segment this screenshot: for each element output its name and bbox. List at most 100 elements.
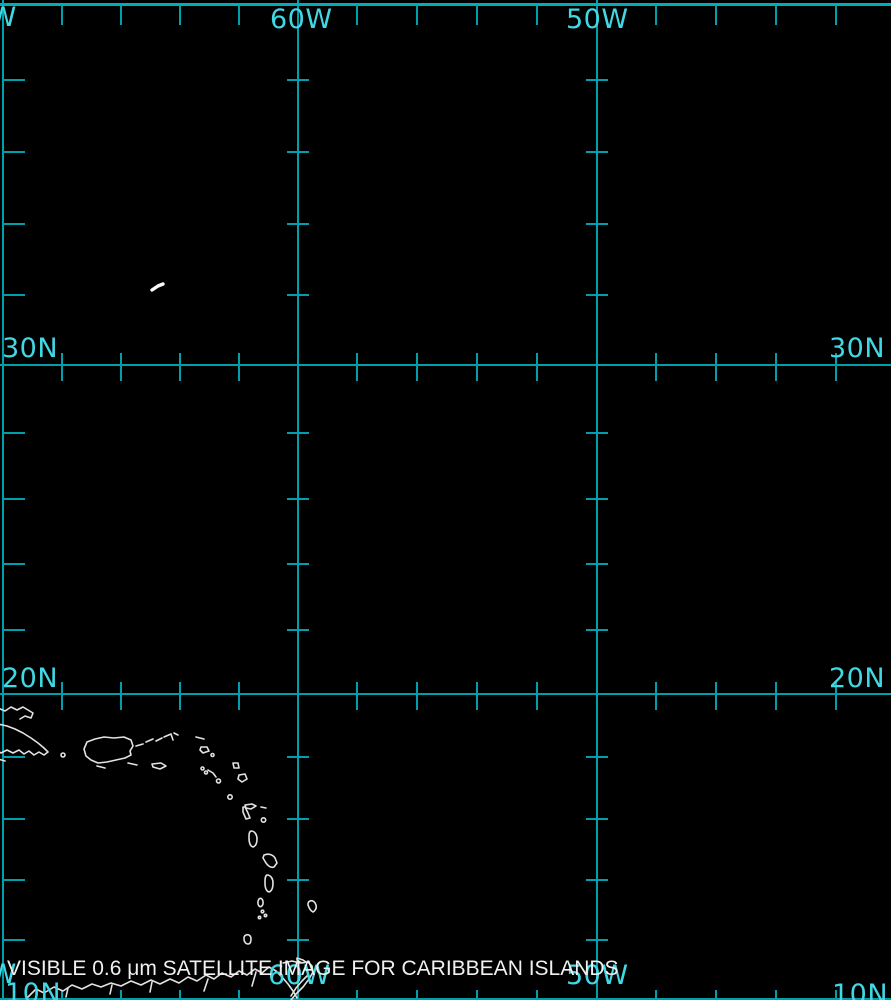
barbados-island	[307, 899, 318, 913]
lat-tick-1-1	[286, 151, 309, 153]
lon-tick-1-2	[178, 352, 181, 381]
statia-island	[203, 770, 209, 775]
lat-label-left-30N: 30N	[2, 333, 59, 364]
lon-label-bottom-0W: 0W	[0, 959, 17, 990]
lat-label-left-10N: 10N	[5, 978, 62, 1000]
lon-tick-2-6	[475, 682, 478, 710]
lat-label-right-10N: 10N	[832, 979, 889, 1000]
lon-tick-2-11	[834, 682, 837, 710]
lon-tick-0-4	[356, 4, 359, 25]
st-barth-island	[210, 752, 215, 758]
lon-tick-2-10	[774, 682, 777, 710]
lon-tick-3-5	[416, 990, 419, 1000]
lat-tick-2-6	[585, 563, 608, 565]
lat-tick-2-0	[585, 79, 608, 81]
lon-tick-1-7	[535, 352, 538, 381]
lon-tick-2-7	[535, 682, 538, 710]
lon-tick-0-8	[655, 4, 658, 25]
lat-tick-2-7	[585, 629, 608, 631]
lat-label-left-20N: 20N	[2, 663, 59, 694]
lon-label-bottom-50W: 50W	[566, 960, 629, 991]
bermuda-coast	[150, 282, 165, 292]
lat-tick-2-11	[585, 939, 608, 941]
caption-block: VISIBLE 0.6 μm SATELLITE IMAGE FOR CARIB…	[7, 913, 619, 1000]
lat-tick-1-8	[286, 756, 309, 758]
lat-label-right-20N: 20N	[829, 663, 886, 694]
lon-tick-3-4	[356, 990, 359, 1000]
parallel-line-0	[0, 3, 891, 6]
lon-tick-3-10	[774, 990, 777, 1000]
lon-tick-3-7	[535, 990, 538, 1000]
st-martin-island	[199, 746, 210, 754]
parallel-line-2	[0, 693, 891, 695]
lat-label-right-30N: 30N	[829, 333, 886, 364]
lon-tick-1-3	[237, 352, 240, 381]
lat-tick-1-10	[286, 879, 309, 881]
lon-tick-0-9	[715, 4, 718, 25]
lat-tick-2-2	[585, 223, 608, 225]
lat-tick-0-10	[3, 879, 25, 881]
st-croix-island	[151, 762, 167, 770]
lon-tick-2-2	[178, 682, 181, 710]
hispaniola-coast	[0, 723, 49, 756]
lat-tick-0-7	[3, 629, 25, 631]
lat-tick-2-8	[585, 756, 608, 758]
lon-tick-0-0	[60, 4, 63, 25]
venezuela-coast-inlets	[65, 971, 257, 998]
meridian-line-0	[2, 0, 4, 1000]
lon-tick-0-3	[237, 4, 240, 25]
lon-tick-3-9	[715, 990, 718, 1000]
lon-tick-2-9	[715, 682, 718, 710]
lat-tick-2-9	[585, 818, 608, 820]
barbuda-island	[232, 762, 240, 769]
lat-tick-0-0	[3, 79, 25, 81]
lon-label-top-60W: 60W	[270, 4, 333, 35]
lat-tick-1-6	[286, 563, 309, 565]
lat-tick-0-8	[3, 756, 25, 758]
lon-tick-1-9	[715, 352, 718, 381]
lon-tick-3-11	[834, 990, 837, 1000]
lon-tick-1-6	[475, 352, 478, 381]
lon-tick-2-4	[356, 682, 359, 710]
lon-tick-3-6	[475, 990, 478, 1000]
lon-tick-0-6	[475, 4, 478, 25]
guadeloupe-basse-terre	[242, 806, 251, 820]
lat-tick-2-10	[585, 879, 608, 881]
hispaniola-north-coast	[0, 706, 34, 720]
lat-tick-1-4	[286, 432, 309, 434]
lat-tick-2-5	[585, 498, 608, 500]
lon-label-top-0W: 0W	[0, 2, 17, 33]
lon-tick-1-11	[834, 352, 837, 381]
puerto-rico-coast	[83, 736, 134, 764]
lon-tick-1-8	[655, 352, 658, 381]
lon-tick-3-2	[178, 990, 181, 1000]
lon-tick-3-1	[119, 990, 122, 1000]
meridian-line-2	[595, 0, 598, 1000]
lon-tick-1-5	[416, 352, 419, 381]
lat-tick-1-7	[286, 629, 309, 631]
lat-tick-1-2	[286, 223, 309, 225]
lon-label-bottom-60W: 60W	[268, 960, 331, 991]
lat-tick-2-3	[585, 294, 608, 296]
lon-tick-1-1	[119, 352, 122, 381]
lon-tick-0-11	[834, 4, 837, 25]
lon-tick-1-10	[774, 352, 777, 381]
lat-tick-0-11	[3, 939, 25, 941]
lon-tick-3-0	[60, 990, 63, 1000]
lon-tick-2-8	[655, 682, 658, 710]
lat-tick-1-3	[286, 294, 309, 296]
dominica-island	[248, 830, 258, 848]
venezuela-coast	[27, 966, 298, 999]
hispaniola-south-coast	[0, 758, 6, 762]
virgin-islands	[135, 732, 179, 747]
grenadines-islet-1	[260, 909, 265, 914]
saba-island	[200, 766, 205, 771]
st-vincent-island	[257, 897, 264, 908]
lon-label-top-50W: 50W	[566, 4, 629, 35]
lon-tick-2-0	[60, 682, 63, 710]
lat-tick-0-4	[3, 432, 25, 434]
lon-tick-1-0	[60, 352, 63, 381]
lat-tick-1-11	[286, 939, 309, 941]
